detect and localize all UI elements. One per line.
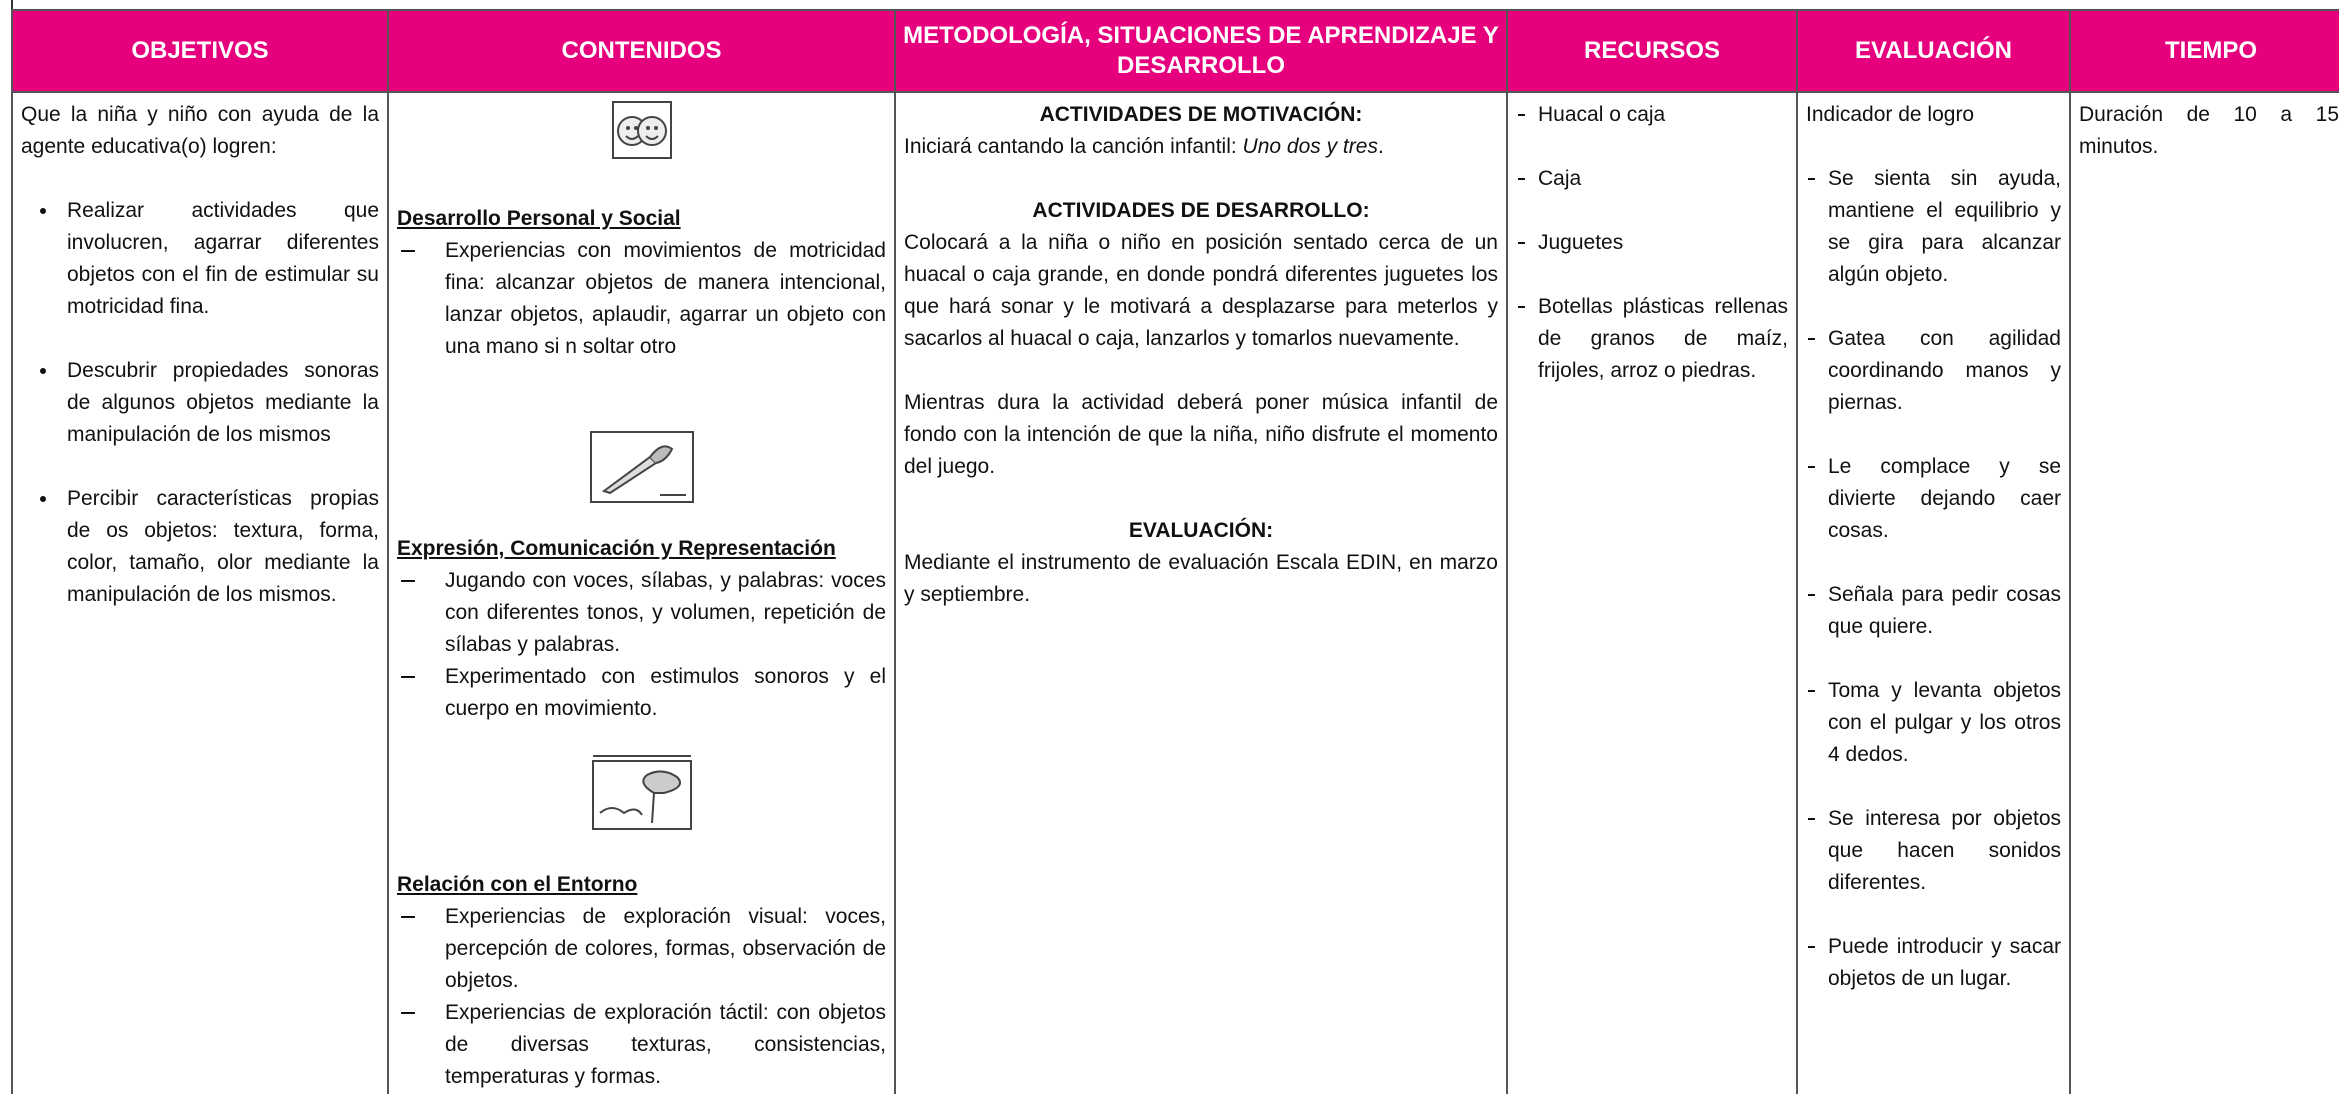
indicator: Gatea con agilidad coordinando manos y p… bbox=[1808, 323, 2061, 419]
objetivos-cell: Que la niña y niño con ayuda de la agent… bbox=[11, 91, 389, 1094]
section-title: Expresión, Comunicación y Representación bbox=[397, 537, 836, 560]
intro: Que la niña y niño con ayuda de la agent… bbox=[21, 103, 379, 158]
column-header: CONTENIDOS bbox=[387, 9, 896, 93]
content-item: Experiencias con movimientos de motricid… bbox=[401, 235, 886, 363]
duration: Duración de 10 a 15 minutos. bbox=[2079, 103, 2339, 158]
indicator: Toma y levanta objetos con el pulgar y l… bbox=[1808, 675, 2061, 771]
objective: Percibir características propias de os o… bbox=[59, 483, 379, 611]
paragraph: Colocará a la niña o niño en posición se… bbox=[904, 231, 1498, 350]
column-header: TIEMPO bbox=[2069, 9, 2339, 93]
resource: Caja bbox=[1518, 163, 1788, 195]
paragraph: Mediante el instrumento de evaluación Es… bbox=[904, 551, 1498, 606]
column-header: RECURSOS bbox=[1506, 9, 1798, 93]
paragraph: Iniciará cantando la canción infantil: U… bbox=[904, 131, 1498, 163]
heading: ACTIVIDADES DE DESARROLLO: bbox=[1032, 199, 1370, 222]
resource: Juguetes bbox=[1518, 227, 1788, 259]
faces-icon bbox=[611, 101, 672, 159]
indicator: Le complace y se divierte dejando caer c… bbox=[1808, 451, 2061, 547]
section-title: Desarrollo Personal y Social bbox=[397, 207, 681, 230]
content-item: Experiencias de exploración táctil: con … bbox=[401, 997, 886, 1093]
evaluacion-cell: Indicador de logro Se sienta sin ayuda, … bbox=[1796, 91, 2071, 1094]
content-list: Jugando con voces, sílabas, y palabras: … bbox=[397, 565, 886, 725]
body-row: Que la niña y niño con ayuda de la agent… bbox=[11, 91, 2339, 1094]
objective: Descubrir propiedades sonoras de algunos… bbox=[59, 355, 379, 451]
brush-icon bbox=[589, 431, 694, 503]
resource: Huacal o caja bbox=[1518, 99, 1788, 131]
heading: Indicador de logro bbox=[1806, 103, 1975, 126]
recursos-cell: Huacal o caja Caja Juguetes Botellas plá… bbox=[1506, 91, 1798, 1094]
top-strip bbox=[11, 0, 2339, 9]
landscape-icon bbox=[591, 755, 692, 830]
text: . bbox=[1377, 135, 1384, 158]
song-title: Uno dos y tres bbox=[1242, 135, 1378, 158]
objective-list: Realizar actividades que involucren, aga… bbox=[21, 195, 379, 611]
tiempo-cell: Duración de 10 a 15 minutos. bbox=[2069, 91, 2339, 1094]
column-header: EVALUACIÓN bbox=[1796, 9, 2071, 93]
header-row: OBJETIVOS CONTENIDOS METODOLOGÍA, SITUAC… bbox=[11, 9, 2339, 93]
indicator-list: Se sienta sin ayuda, mantiene el equilib… bbox=[1806, 163, 2061, 995]
content-item: Experimentado con estimulos sonoros y el… bbox=[401, 661, 886, 725]
content-item: Experiencias de exploración visual: voce… bbox=[401, 901, 886, 997]
objective: Realizar actividades que involucren, aga… bbox=[59, 195, 379, 323]
indicator: Señala para pedir cosas que quiere. bbox=[1808, 579, 2061, 643]
metodologia-cell: ACTIVIDADES DE MOTIVACIÓN: Iniciará cant… bbox=[894, 91, 1508, 1094]
content-list: Experiencias con movimientos de motricid… bbox=[397, 235, 886, 363]
planning-table: OBJETIVOS CONTENIDOS METODOLOGÍA, SITUAC… bbox=[11, 9, 2339, 1094]
indicator: Puede introducir y sacar objetos de un l… bbox=[1808, 931, 2061, 995]
indicator: Se interesa por objetos que hacen sonido… bbox=[1808, 803, 2061, 899]
content-item: Jugando con voces, sílabas, y palabras: … bbox=[401, 565, 886, 661]
paragraph: Mientras dura la actividad deberá poner … bbox=[904, 391, 1498, 478]
text: Iniciará cantando la canción infantil: bbox=[904, 135, 1243, 158]
section-title: Relación con el Entorno bbox=[397, 873, 638, 896]
contenidos-cell: Desarrollo Personal y Social Experiencia… bbox=[387, 91, 896, 1094]
resource: Botellas plásticas rellenas de granos de… bbox=[1518, 291, 1788, 387]
indicator: Se sienta sin ayuda, mantiene el equilib… bbox=[1808, 163, 2061, 291]
column-header: OBJETIVOS bbox=[11, 9, 389, 93]
heading: ACTIVIDADES DE MOTIVACIÓN: bbox=[1039, 103, 1363, 126]
column-header: METODOLOGÍA, SITUACIONES DE APRENDIZAJE … bbox=[894, 9, 1508, 93]
resource-list: Huacal o caja Caja Juguetes Botellas plá… bbox=[1516, 99, 1788, 387]
content-list: Experiencias de exploración visual: voce… bbox=[397, 901, 886, 1093]
heading: EVALUACIÓN: bbox=[1128, 519, 1274, 542]
